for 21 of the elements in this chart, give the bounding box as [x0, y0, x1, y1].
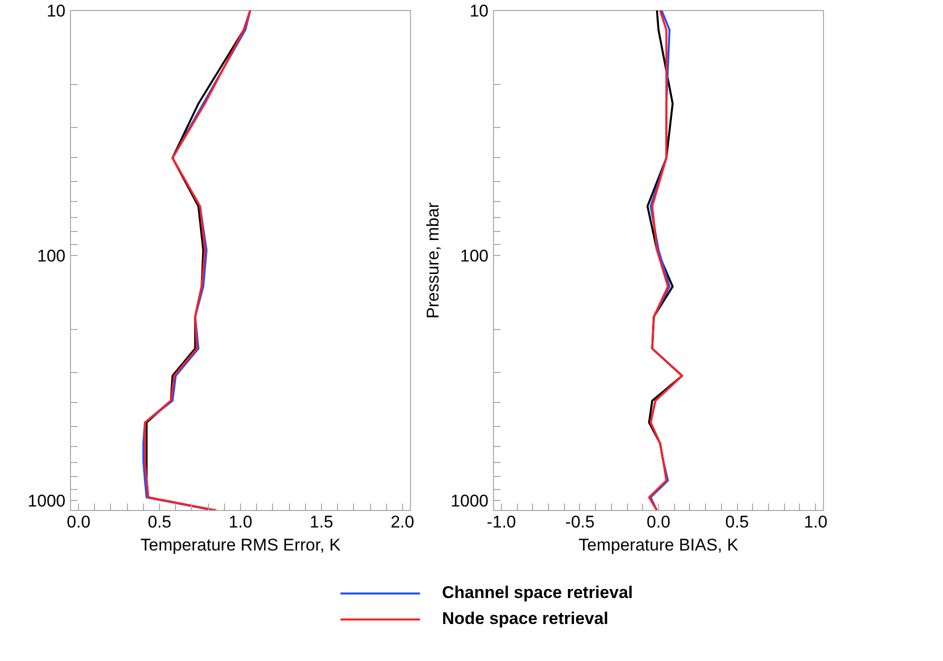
y-tick-label: 100: [37, 246, 66, 266]
legend-label: Node space retrieval: [442, 609, 608, 629]
x-tick-label: 2.0: [390, 512, 414, 532]
y-tick-label: 100: [460, 246, 489, 266]
x-axis-title: Temperature BIAS, K: [578, 536, 739, 554]
x-tick-label: -0.5: [565, 512, 595, 532]
y-tick-label: 10: [46, 2, 66, 20]
x-tick-label: 0.0: [646, 512, 670, 532]
x-tick-label: -1.0: [486, 512, 516, 532]
x-tick-label: 1.5: [310, 512, 334, 532]
x-tick-label: 0.0: [66, 512, 90, 532]
y-tick-label: 1000: [450, 491, 489, 510]
x-axis-title: Temperature RMS Error, K: [140, 536, 342, 554]
x-tick-label: 0.5: [725, 512, 749, 532]
y-tick-label: 1000: [28, 491, 66, 510]
x-tick-label: 0.5: [148, 512, 172, 532]
x-tick-label: 1.0: [804, 512, 828, 532]
y-axis-title: Pressure, mbar: [424, 202, 443, 319]
y-tick-label: 10: [470, 2, 489, 20]
x-tick-label: 1.0: [228, 512, 252, 532]
legend-label: Channel space retrieval: [442, 583, 633, 603]
